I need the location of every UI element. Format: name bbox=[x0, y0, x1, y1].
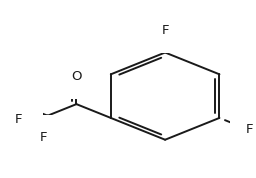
Text: F: F bbox=[15, 113, 23, 126]
Text: O: O bbox=[71, 70, 82, 83]
Text: F: F bbox=[20, 98, 27, 111]
Text: F: F bbox=[161, 24, 169, 37]
Text: F: F bbox=[246, 123, 253, 137]
Text: F: F bbox=[39, 131, 47, 144]
